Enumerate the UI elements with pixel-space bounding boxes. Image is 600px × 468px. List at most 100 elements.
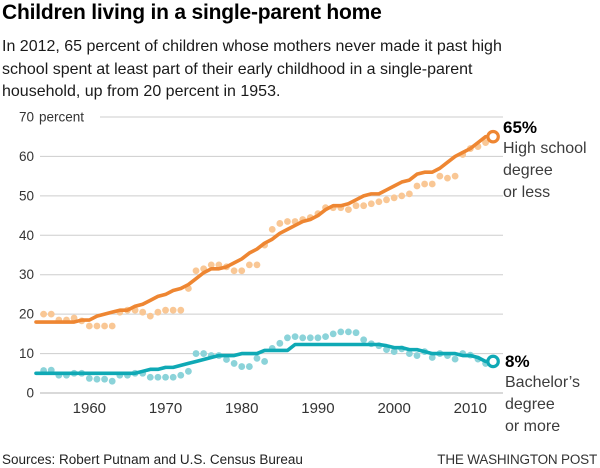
data-dot: [238, 363, 246, 370]
data-dot: [291, 333, 299, 341]
data-dot: [146, 373, 154, 381]
series-1-end-marker: [486, 354, 500, 369]
series-0-trend-line: [34, 134, 495, 324]
y-axis-labels: 0 10 20 30 40 50 60 70 percent: [19, 109, 84, 400]
data-dot: [230, 267, 238, 275]
data-dot: [284, 218, 291, 225]
annotation-high-school-line1: High school: [503, 140, 587, 157]
data-dot: [390, 194, 398, 202]
x-tick-2000: 2000: [377, 400, 410, 417]
data-dot: [223, 356, 230, 363]
data-dot: [306, 334, 314, 342]
data-dot: [253, 261, 261, 269]
y-tick-60: 60: [19, 149, 34, 164]
data-dot: [398, 192, 406, 200]
data-dot: [428, 354, 436, 361]
data-dot: [276, 339, 284, 347]
data-dot: [230, 360, 238, 367]
data-dot: [482, 139, 489, 147]
annotation-high-school-value: 65%: [503, 118, 538, 137]
data-dot: [413, 182, 421, 190]
annotation-bachelors-line3: or more: [505, 418, 561, 435]
y-tick-20: 20: [19, 307, 34, 322]
data-dot: [375, 198, 383, 206]
annotation-high-school-line3: or less: [503, 184, 551, 201]
data-dot: [428, 180, 436, 188]
data-dot: [329, 330, 337, 338]
data-dot: [436, 172, 444, 180]
annotation-bachelors-line1: Bachelor’s: [505, 374, 581, 391]
data-dot: [284, 334, 291, 342]
series-0-dots: [40, 139, 489, 330]
data-dot: [245, 363, 253, 370]
y-tick-0: 0: [26, 386, 34, 401]
data-dot: [207, 261, 215, 269]
data-dot: [146, 312, 154, 320]
data-dot: [352, 202, 360, 210]
data-dot: [276, 220, 284, 227]
data-dot: [169, 373, 177, 381]
data-dot: [405, 190, 413, 198]
data-dot: [200, 350, 208, 357]
y-tick-30: 30: [19, 267, 34, 282]
data-dot: [192, 350, 200, 357]
data-dot: [85, 375, 93, 382]
data-dot: [185, 367, 192, 375]
data-dot: [444, 174, 451, 182]
data-dot: [238, 267, 246, 275]
data-dot: [405, 350, 413, 357]
annotation-bachelors-value: 8%: [505, 352, 530, 371]
annotation-bachelors-line2: degree: [505, 396, 555, 413]
annotation-high-school: 65% High school degree or less: [503, 118, 587, 204]
data-dot: [360, 202, 368, 210]
data-dot: [360, 336, 368, 344]
data-dot: [108, 322, 116, 330]
data-dot: [451, 172, 459, 180]
data-dot: [85, 322, 93, 330]
publisher-credit: THE WASHINGTON POST: [437, 452, 597, 467]
data-dot: [108, 377, 116, 385]
chart-footer: Sources: Robert Putnam and U.S. Census B…: [2, 452, 597, 467]
data-dot: [451, 355, 459, 363]
data-dot: [154, 373, 162, 381]
data-dot: [268, 225, 276, 233]
x-tick-2010: 2010: [454, 400, 487, 417]
data-dot: [93, 322, 101, 330]
data-dot: [253, 354, 261, 362]
data-dot: [299, 334, 307, 342]
data-dot: [345, 328, 352, 336]
series-0-end-marker: [486, 129, 500, 144]
data-dot: [177, 371, 185, 379]
x-tick-1970: 1970: [149, 400, 182, 417]
chart-title: Children living in a single-parent home: [2, 1, 382, 24]
data-dot: [413, 352, 421, 359]
data-dot: [322, 333, 329, 341]
series-1-trend-line: [34, 342, 495, 376]
data-dot: [162, 373, 169, 381]
data-dot: [314, 334, 322, 342]
data-dot: [337, 328, 345, 336]
data-dot: [177, 306, 185, 314]
data-dot: [101, 322, 108, 330]
annotation-high-school-line2: degree: [503, 162, 553, 179]
data-dot: [192, 267, 200, 275]
y-tick-10: 10: [19, 346, 34, 361]
data-dot: [261, 358, 268, 365]
data-dot: [47, 310, 55, 318]
series-1-dots: [40, 328, 489, 385]
x-axis-labels: 1960 1970 1980 1990 2000 2010: [73, 400, 487, 417]
data-dot: [383, 196, 390, 204]
data-dot: [245, 261, 253, 269]
data-dot: [139, 308, 147, 316]
data-dot: [101, 375, 108, 383]
data-dot: [352, 329, 360, 337]
y-axis-unit-label: percent: [39, 109, 84, 124]
data-dot: [169, 306, 177, 314]
data-dot: [40, 310, 48, 318]
annotation-bachelors: 8% Bachelor’s degree or more: [505, 352, 580, 438]
x-tick-1980: 1980: [225, 400, 258, 417]
data-dot: [367, 200, 375, 208]
